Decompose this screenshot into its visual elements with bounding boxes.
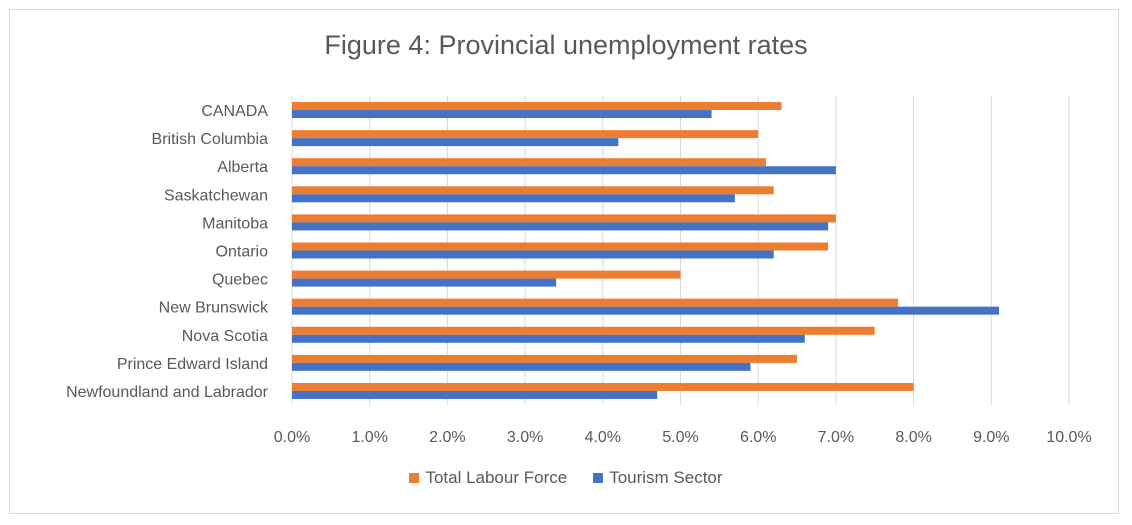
legend: Total Labour Force Tourism Sector	[0, 468, 1132, 488]
axis-labels: 0.0% 1.0% 2.0% 3.0% 4.0% 5.0% 6.0% 7.0% 8.0% 9.0%…	[66, 103, 1092, 446]
x-tick-label: 0.0%	[274, 429, 310, 446]
x-tick-label: 1.0%	[351, 429, 387, 446]
bar-total-labour-force	[292, 214, 836, 223]
bar-total-labour-force	[292, 326, 875, 335]
category-label: Newfoundland and Labrador	[66, 384, 269, 401]
bar-tourism-sector	[292, 278, 557, 287]
x-tick-label: 10.0%	[1046, 429, 1091, 446]
category-label: Ontario	[216, 244, 269, 261]
bar-total-labour-force	[292, 102, 782, 111]
bar-total-labour-force	[292, 130, 759, 139]
category-label: Alberta	[217, 159, 268, 176]
bar-tourism-sector	[292, 222, 829, 231]
x-tick-label: 9.0%	[973, 429, 1009, 446]
x-tick-label: 5.0%	[662, 429, 698, 446]
legend-item: Tourism Sector	[593, 468, 723, 488]
bars	[292, 102, 1000, 399]
legend-swatch	[409, 473, 420, 483]
x-tick-label: 8.0%	[895, 429, 931, 446]
bar-tourism-sector	[292, 306, 1000, 315]
bar-total-labour-force	[292, 270, 681, 279]
category-label: New Brunswick	[159, 300, 269, 317]
bar-total-labour-force	[292, 354, 798, 363]
x-tick-label: 7.0%	[818, 429, 854, 446]
chart-area	[9, 9, 1119, 514]
bar-tourism-sector	[292, 194, 735, 203]
legend-label: Total Labour Force	[425, 468, 568, 487]
category-label: CANADA	[201, 103, 268, 120]
category-label: Quebec	[212, 272, 268, 289]
bar-tourism-sector	[292, 110, 712, 119]
bar-total-labour-force	[292, 158, 766, 167]
bar-total-labour-force	[292, 242, 829, 251]
category-label: Prince Edward Island	[117, 356, 268, 373]
category-label: British Columbia	[152, 131, 269, 148]
bar-total-labour-force	[292, 382, 914, 391]
category-label: Saskatchewan	[164, 187, 268, 204]
bar-tourism-sector	[292, 334, 805, 343]
legend-label: Tourism Sector	[609, 468, 723, 487]
bar-tourism-sector	[292, 250, 774, 259]
legend-swatch	[593, 473, 604, 483]
chart-title: Figure 4: Provincial unemployment rates	[324, 30, 808, 60]
x-tick-label: 2.0%	[429, 429, 465, 446]
category-label: Manitoba	[202, 215, 268, 232]
bar-tourism-sector	[292, 138, 619, 147]
bar-tourism-sector	[292, 362, 751, 371]
legend-item: Total Labour Force	[409, 468, 567, 488]
x-tick-label: 4.0%	[585, 429, 621, 446]
bar-tourism-sector	[292, 166, 836, 175]
category-label: Nova Scotia	[182, 328, 268, 345]
bar-tourism-sector	[292, 390, 658, 399]
x-tick-label: 6.0%	[740, 429, 776, 446]
x-tick-label: 3.0%	[507, 429, 543, 446]
bar-total-labour-force	[292, 186, 774, 195]
bar-total-labour-force	[292, 298, 899, 307]
